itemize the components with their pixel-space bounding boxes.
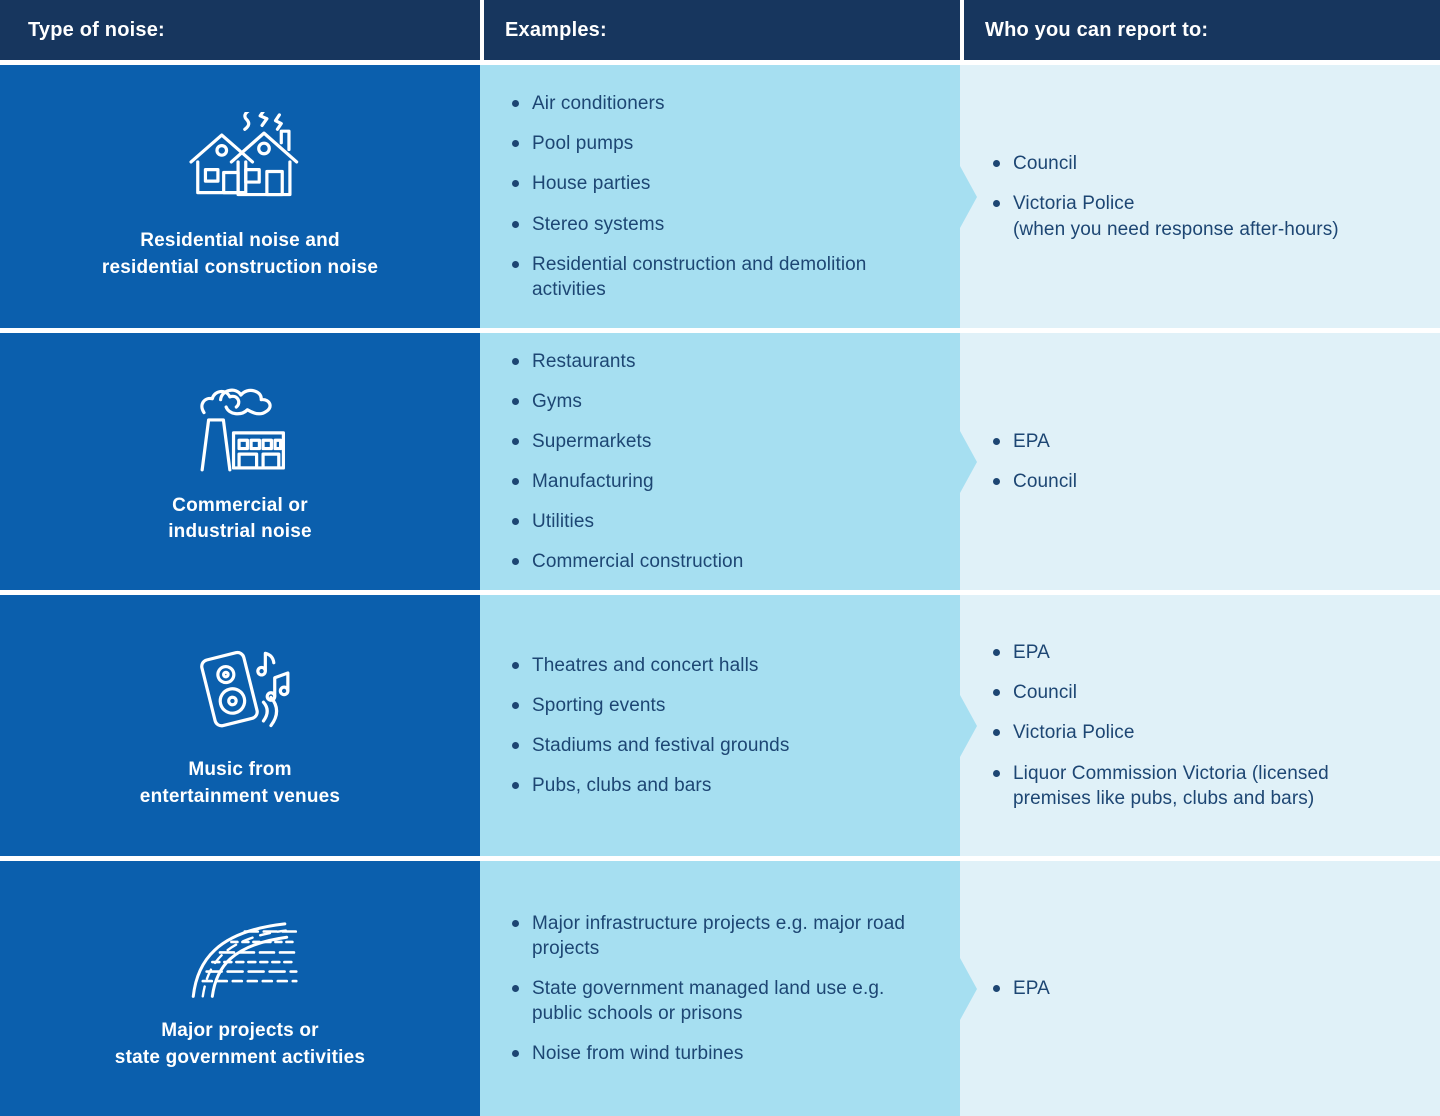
row-commercial-report-cell: EPA Council	[960, 333, 1440, 590]
list-item: Victoria Police	[991, 720, 1402, 745]
list-item: Pool pumps	[510, 131, 932, 156]
list-item: Manufacturing	[510, 469, 932, 494]
list-item: EPA	[991, 429, 1402, 454]
row-entertainment-examples-cell: Theatres and concert halls Sporting even…	[480, 595, 977, 856]
speaker-music-icon	[179, 641, 301, 737]
examples-list: Air conditioners Pool pumps House partie…	[510, 91, 932, 301]
list-item: Air conditioners	[510, 91, 932, 116]
row-entertainment-type-cell: Music from entertainment venues	[0, 595, 480, 856]
row-label: Commercial or industrial noise	[168, 494, 312, 542]
list-item: Restaurants	[510, 349, 932, 374]
row-label: Major projects or state government activ…	[114, 1020, 366, 1068]
list-item: EPA	[991, 976, 1402, 1001]
header-cell-type-of-noise: Type of noise:	[0, 0, 480, 60]
residential-houses-noise-icon	[177, 112, 303, 208]
row-residential-type-cell: Residential noise and residential constr…	[0, 65, 480, 328]
list-item: Victoria Police (when you need response …	[991, 191, 1402, 241]
list-item: Noise from wind turbines	[510, 1041, 932, 1066]
header-cell-report-to: Who you can report to:	[960, 0, 1440, 60]
list-item: Stereo systems	[510, 212, 932, 237]
list-item: Commercial construction	[510, 549, 932, 574]
list-item: Council	[991, 151, 1402, 176]
row-residential-report-cell: Council Victoria Police (when you need r…	[960, 65, 1440, 328]
list-item: EPA	[991, 640, 1402, 665]
list-item: Liquor Commission Victoria (licensed pre…	[991, 761, 1402, 811]
list-item: Council	[991, 680, 1402, 705]
row-residential-examples-cell: Air conditioners Pool pumps House partie…	[480, 65, 977, 328]
list-item: Utilities	[510, 509, 932, 534]
list-item: Theatres and concert halls	[510, 653, 932, 678]
header-label: Examples:	[505, 18, 607, 41]
row-major-projects-type-cell: Major projects or state government activ…	[0, 861, 480, 1116]
examples-list: Theatres and concert halls Sporting even…	[510, 653, 932, 798]
list-item: Gyms	[510, 389, 932, 414]
list-item: Stadiums and festival grounds	[510, 733, 932, 758]
list-item: House parties	[510, 171, 932, 196]
report-list: EPA	[991, 976, 1402, 1001]
list-item: Sporting events	[510, 693, 932, 718]
factory-smoke-icon	[180, 378, 300, 473]
arrow-right-indicator	[960, 694, 977, 757]
highway-road-icon	[178, 906, 302, 998]
row-entertainment-report-cell: EPA Council Victoria Police Liquor Commi…	[960, 595, 1440, 856]
list-item: Pubs, clubs and bars	[510, 773, 932, 798]
header-label: Type of noise:	[28, 18, 165, 41]
header-cell-examples: Examples:	[480, 0, 960, 60]
header-label: Who you can report to:	[985, 18, 1209, 41]
list-item: State government managed land use e.g. p…	[510, 976, 932, 1026]
report-list: Council Victoria Police (when you need r…	[991, 151, 1402, 241]
row-major-projects-report-cell: EPA	[960, 861, 1440, 1116]
examples-list: Restaurants Gyms Supermarkets Manufactur…	[510, 349, 932, 574]
list-item: Council	[991, 469, 1402, 494]
list-item: Supermarkets	[510, 429, 932, 454]
report-list: EPA Council Victoria Police Liquor Commi…	[991, 640, 1402, 810]
row-label: Residential noise and residential constr…	[101, 230, 379, 278]
arrow-right-indicator	[960, 957, 977, 1020]
list-item: Major infrastructure projects e.g. major…	[510, 911, 932, 961]
examples-list: Major infrastructure projects e.g. major…	[510, 911, 932, 1066]
arrow-right-indicator	[960, 430, 977, 493]
row-label: Music from entertainment venues	[139, 759, 341, 807]
row-commercial-type-cell: Commercial or industrial noise	[0, 333, 480, 590]
list-item: Residential construction and demolition …	[510, 252, 932, 302]
row-commercial-examples-cell: Restaurants Gyms Supermarkets Manufactur…	[480, 333, 977, 590]
report-list: EPA Council	[991, 429, 1402, 494]
arrow-right-indicator	[960, 165, 977, 228]
row-major-projects-examples-cell: Major infrastructure projects e.g. major…	[480, 861, 977, 1116]
